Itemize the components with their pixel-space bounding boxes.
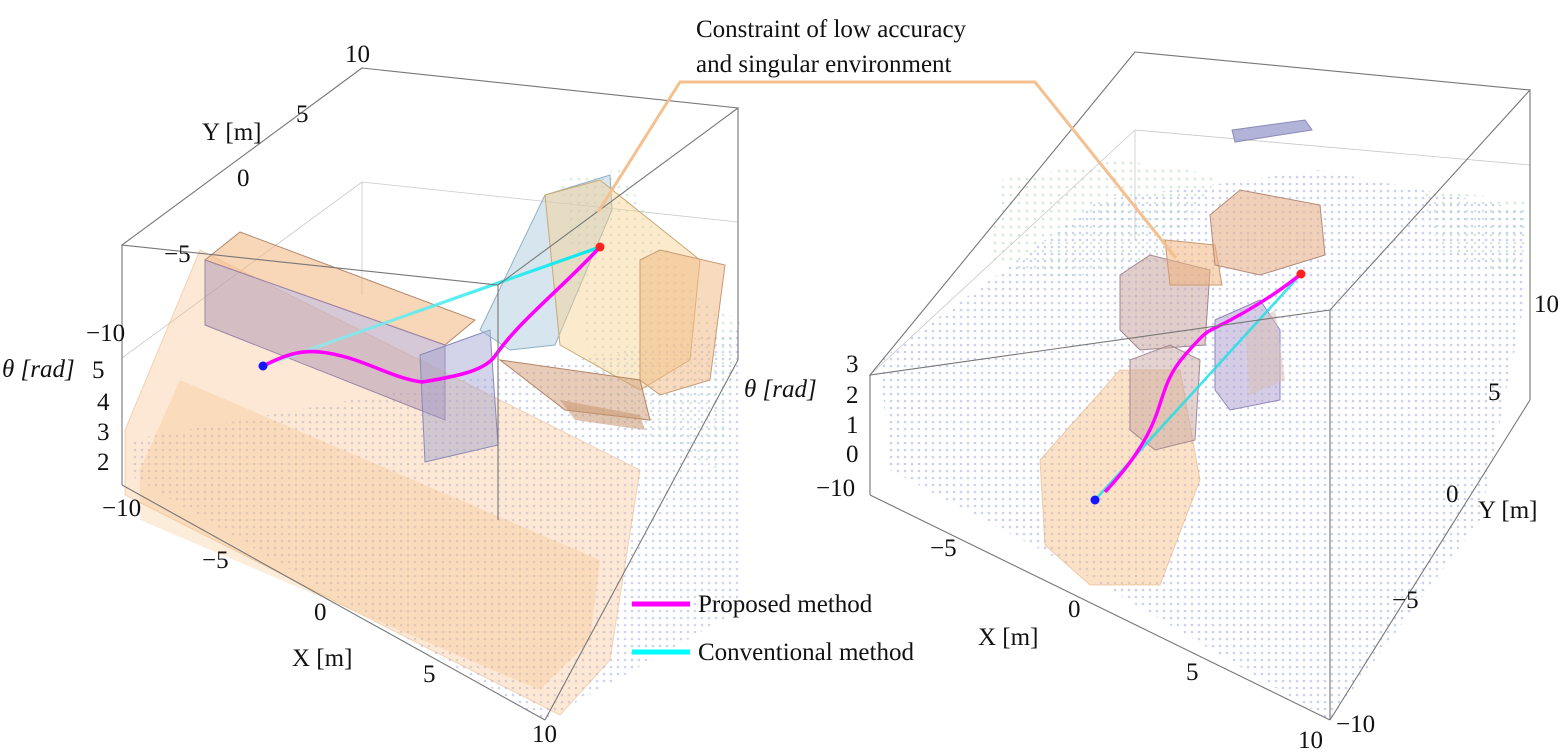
right-obstacle-block-e [1129,344,1201,451]
left-obstacle-floor-2 [140,380,600,690]
right-x-axis-label: X [m] [978,624,1038,651]
right-y-axis-label: Y [m] [1478,497,1537,524]
right-obstacle-block-b [1164,239,1223,286]
left-proposed-path [262,245,602,384]
left-obstacle-ramp-2 [560,400,645,430]
annotation-line-2: and singular environment [696,51,952,78]
right-point-cloud-green-2 [1420,190,1530,280]
right-theta-tick-2: 2 [846,382,859,409]
right-y-tick-5: 5 [1488,379,1501,406]
right-theta-axis-label: θ [rad] [744,376,817,403]
right-y-tick-0: 0 [1446,481,1459,508]
left-point-cloud [130,330,740,720]
left-theta-axis-label: θ [rad] [2,356,75,383]
left-y-axis-label: Y [m] [202,119,261,146]
right-x-tick-5: 5 [1186,659,1199,686]
right-obstacle-floating-bar [1231,119,1313,143]
right-theta-tick-1: 1 [846,412,859,439]
left-plot: Y [m] X [m] θ [rad] 10 5 0 −5 −10 −10 −5… [2,41,740,748]
right-point-cloud-green [990,160,1220,280]
right-plot: Y [m] X [m] θ [rad] 10 5 0 −5 −10 −10 −5… [744,51,1559,754]
right-theta-tick-0: 0 [846,441,859,468]
legend-proposed-label: Proposed method [698,591,873,618]
right-x-tick-m10: −10 [816,475,855,502]
left-y-tick-0: 0 [237,165,250,192]
right-box-front-edges [868,51,1532,721]
left-y-tick-10: 10 [345,41,370,68]
left-x-axis-label: X [m] [292,645,352,672]
left-theta-tick-3: 3 [97,419,110,446]
constraint-annotation: Constraint of low accuracy and singular … [596,16,1178,259]
legend-conventional-label: Conventional method [698,639,914,666]
left-box-front-edges [120,67,740,721]
left-x-tick-0: 0 [314,599,327,626]
right-point-cloud [880,170,1525,720]
annotation-callout-line [596,80,1178,259]
left-obstacle-wall-front [204,259,446,421]
left-obstacle-ramp [498,359,651,421]
legend: Proposed method Conventional method [632,591,914,666]
right-x-tick-10: 10 [1298,727,1323,754]
left-x-tick-m10: −10 [102,495,141,522]
left-y-tick-m5: −5 [164,241,191,268]
left-x-tick-10: 10 [532,721,557,748]
left-conventional-path [262,245,601,368]
right-x-tick-0: 0 [1068,596,1081,623]
left-y-tick-m10: −10 [86,320,125,347]
right-proposed-path [1103,272,1303,494]
right-goal-marker [1296,269,1306,279]
right-y-tick-m10: −10 [1336,711,1375,738]
right-x-tick-m5: −5 [930,535,957,562]
left-x-tick-m5: −5 [202,547,229,574]
left-theta-tick-2: 2 [97,449,110,476]
left-theta-tick-5: 5 [92,357,105,384]
left-goal-marker [595,242,605,252]
right-obstacle-block-c [1209,189,1326,276]
left-y-tick-5: 5 [296,101,309,128]
right-obstacle-block-f [1245,310,1285,395]
annotation-line-1: Constraint of low accuracy [696,16,967,43]
left-x-tick-5: 5 [423,661,436,688]
left-start-marker [258,361,268,371]
right-y-tick-10: 10 [1534,291,1559,318]
right-y-tick-m5: −5 [1392,587,1419,614]
left-obstacle-floor [124,249,641,716]
right-theta-tick-3: 3 [846,351,859,378]
right-start-marker [1090,495,1100,505]
left-theta-tick-4: 4 [97,389,110,416]
